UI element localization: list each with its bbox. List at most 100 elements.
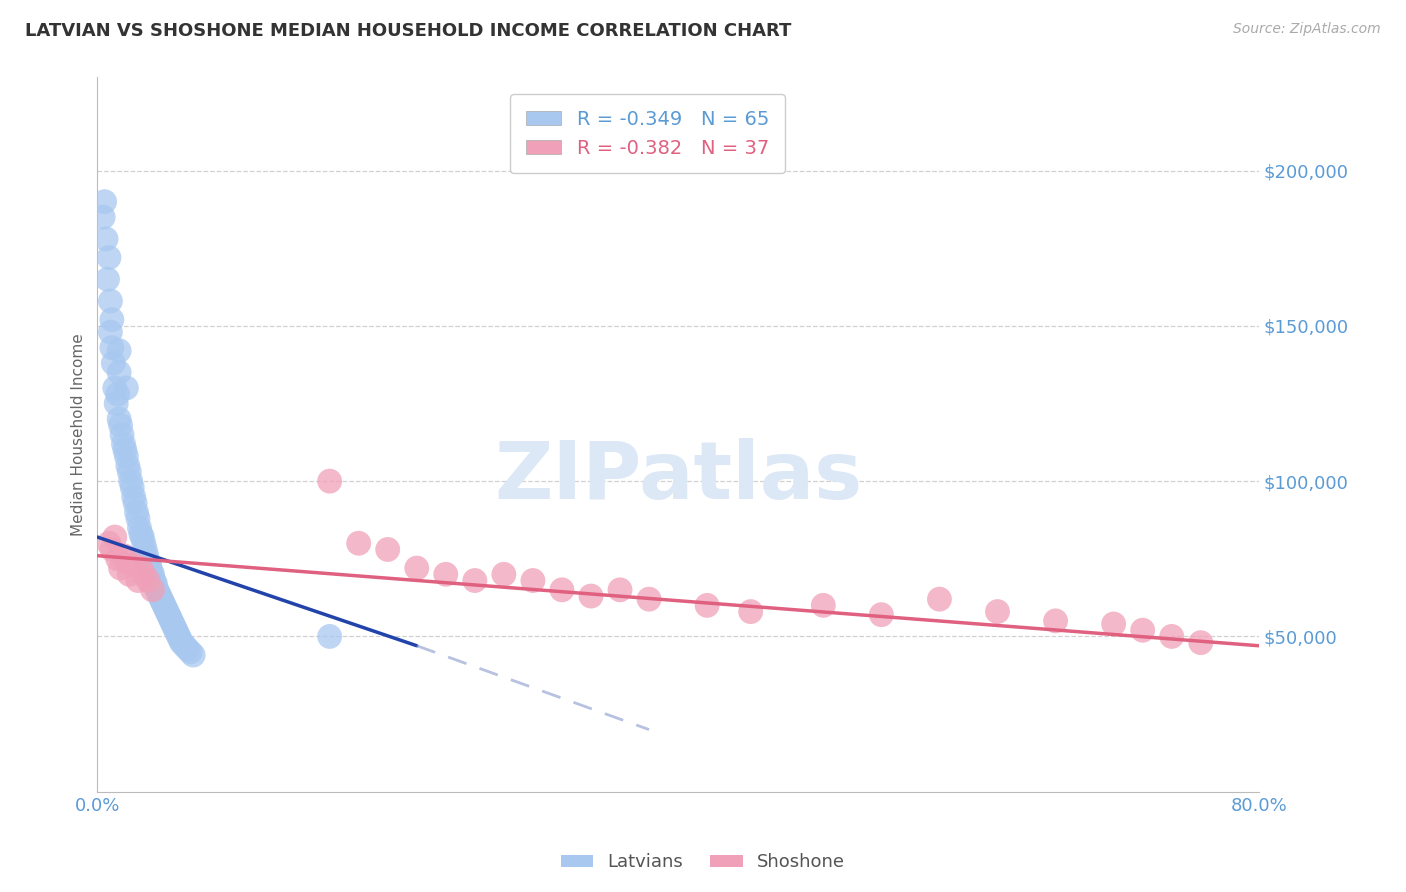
- Point: [179, 645, 201, 659]
- Point: [149, 589, 172, 603]
- Point: [114, 443, 136, 458]
- Point: [155, 601, 177, 615]
- Point: [108, 412, 131, 426]
- Point: [139, 564, 162, 578]
- Point: [1132, 624, 1154, 638]
- Point: [160, 614, 183, 628]
- Point: [115, 381, 138, 395]
- Point: [143, 574, 166, 588]
- Y-axis label: Median Household Income: Median Household Income: [72, 334, 86, 536]
- Point: [145, 576, 167, 591]
- Point: [115, 450, 138, 464]
- Point: [129, 527, 152, 541]
- Point: [112, 549, 135, 563]
- Point: [100, 325, 122, 339]
- Point: [124, 496, 146, 510]
- Point: [579, 589, 602, 603]
- Point: [128, 521, 150, 535]
- Point: [165, 624, 187, 638]
- Point: [464, 574, 486, 588]
- Point: [129, 561, 152, 575]
- Point: [127, 574, 149, 588]
- Point: [181, 648, 204, 662]
- Point: [91, 210, 114, 224]
- Point: [101, 341, 124, 355]
- Point: [96, 272, 118, 286]
- Point: [107, 387, 129, 401]
- Point: [696, 599, 718, 613]
- Point: [100, 293, 122, 308]
- Point: [1160, 629, 1182, 643]
- Point: [1045, 614, 1067, 628]
- Point: [609, 582, 631, 597]
- Point: [131, 530, 153, 544]
- Text: ZIPatlas: ZIPatlas: [494, 439, 862, 516]
- Point: [118, 465, 141, 479]
- Point: [132, 536, 155, 550]
- Point: [492, 567, 515, 582]
- Point: [1102, 617, 1125, 632]
- Point: [169, 632, 191, 647]
- Point: [318, 474, 340, 488]
- Text: Source: ZipAtlas.com: Source: ZipAtlas.com: [1233, 22, 1381, 37]
- Point: [135, 549, 157, 563]
- Point: [103, 356, 125, 370]
- Point: [108, 343, 131, 358]
- Point: [163, 620, 186, 634]
- Point: [434, 567, 457, 582]
- Point: [318, 629, 340, 643]
- Point: [101, 542, 124, 557]
- Point: [136, 574, 159, 588]
- Point: [148, 586, 170, 600]
- Point: [1189, 635, 1212, 649]
- Point: [170, 635, 193, 649]
- Point: [638, 592, 661, 607]
- Point: [93, 194, 115, 209]
- Legend: R = -0.349   N = 65, R = -0.382   N = 37: R = -0.349 N = 65, R = -0.382 N = 37: [510, 95, 785, 173]
- Point: [122, 490, 145, 504]
- Point: [110, 561, 132, 575]
- Point: [157, 607, 180, 622]
- Point: [141, 582, 163, 597]
- Point: [405, 561, 427, 575]
- Point: [138, 558, 160, 572]
- Point: [120, 474, 142, 488]
- Point: [134, 542, 156, 557]
- Point: [127, 511, 149, 525]
- Point: [112, 437, 135, 451]
- Point: [115, 555, 138, 569]
- Point: [159, 611, 181, 625]
- Point: [813, 599, 835, 613]
- Point: [105, 396, 128, 410]
- Point: [152, 595, 174, 609]
- Point: [986, 605, 1008, 619]
- Point: [111, 427, 134, 442]
- Point: [101, 312, 124, 326]
- Point: [156, 605, 179, 619]
- Point: [118, 567, 141, 582]
- Point: [551, 582, 574, 597]
- Point: [108, 366, 131, 380]
- Point: [98, 536, 121, 550]
- Point: [136, 555, 159, 569]
- Point: [377, 542, 399, 557]
- Point: [121, 480, 143, 494]
- Point: [173, 639, 195, 653]
- Point: [740, 605, 762, 619]
- Point: [162, 617, 184, 632]
- Point: [132, 567, 155, 582]
- Point: [122, 558, 145, 572]
- Point: [522, 574, 544, 588]
- Point: [870, 607, 893, 622]
- Point: [153, 599, 176, 613]
- Point: [117, 458, 139, 473]
- Point: [146, 582, 169, 597]
- Point: [167, 629, 190, 643]
- Legend: Latvians, Shoshone: Latvians, Shoshone: [554, 847, 852, 879]
- Point: [347, 536, 370, 550]
- Point: [107, 551, 129, 566]
- Point: [150, 592, 173, 607]
- Point: [104, 381, 127, 395]
- Point: [176, 641, 198, 656]
- Point: [125, 505, 148, 519]
